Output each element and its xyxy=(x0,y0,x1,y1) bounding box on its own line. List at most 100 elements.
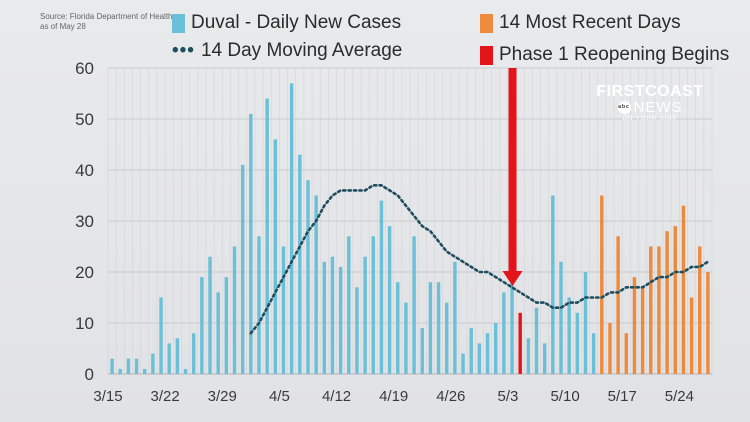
bar-daily-cases xyxy=(567,297,571,374)
bar-daily-cases xyxy=(208,256,212,374)
bar-daily-cases xyxy=(575,312,580,374)
bar-daily-cases xyxy=(436,282,441,374)
bar-daily-cases xyxy=(404,302,408,374)
x-tick-label: 4/12 xyxy=(322,388,351,405)
bar-daily-cases xyxy=(249,113,253,375)
bar-daily-cases xyxy=(518,312,522,374)
grid xyxy=(107,67,713,375)
x-tick-label: 5/17 xyxy=(608,388,637,405)
phase1-swatch xyxy=(480,45,493,65)
x-tick-label: 3/29 xyxy=(208,388,237,405)
y-tick-label: 0 xyxy=(85,365,94,384)
legend-moving-average-label: 14 Day Moving Average xyxy=(200,40,403,61)
bar-daily-cases xyxy=(485,333,490,374)
bar-daily-cases xyxy=(355,287,359,374)
legend-daily-cases-label: Duval - Daily New Cases xyxy=(191,12,402,33)
source-line-1: Source: Florida Department of Health xyxy=(40,12,173,21)
phase1-arrow-head xyxy=(502,271,523,286)
bar-daily-cases xyxy=(183,368,188,374)
x-tick-label: 4/26 xyxy=(436,388,465,405)
y-tick-label: 50 xyxy=(75,110,94,129)
x-tick-label: 3/22 xyxy=(151,388,180,405)
abc-icon: abc xyxy=(617,101,631,114)
bar-daily-cases xyxy=(379,200,384,374)
bar-daily-cases xyxy=(477,343,482,374)
bar-recent-days xyxy=(600,195,604,374)
phase1-marker xyxy=(502,68,523,286)
x-tick-label: 4/5 xyxy=(269,388,290,405)
bar-daily-cases xyxy=(502,292,506,374)
bar-daily-cases xyxy=(461,353,465,374)
bar-daily-cases xyxy=(306,180,310,374)
bar-daily-cases xyxy=(200,277,204,374)
bar-daily-cases xyxy=(420,328,424,374)
bar-recent-days xyxy=(698,246,702,374)
bar-daily-cases xyxy=(298,154,302,374)
source-line-2: as of May 28 xyxy=(40,22,86,31)
x-tick-label: 5/10 xyxy=(550,388,579,405)
bar-daily-cases xyxy=(240,164,245,374)
bar-recent-days xyxy=(616,236,620,374)
bar-daily-cases xyxy=(453,261,457,374)
bar-daily-cases xyxy=(387,226,392,374)
bar-daily-cases xyxy=(175,338,180,374)
bar-daily-cases xyxy=(583,272,588,374)
logo-line-3: ON YOUR SIDE xyxy=(622,116,678,122)
daily-cases-swatch xyxy=(172,13,185,33)
bar-daily-cases xyxy=(151,353,155,374)
bar-daily-cases xyxy=(363,256,367,374)
logo-line-1: FIRSTCOAST xyxy=(596,83,704,100)
bar-daily-cases xyxy=(551,195,555,374)
phase1-arrow-shaft xyxy=(508,68,517,273)
bar-daily-cases xyxy=(445,302,449,374)
bars xyxy=(110,83,710,375)
legend-daily-cases: Duval - Daily New Cases xyxy=(172,12,401,34)
moving-average-line xyxy=(249,184,710,335)
bar-daily-cases xyxy=(232,246,237,374)
bar-daily-cases xyxy=(493,323,498,374)
bar-daily-cases xyxy=(412,236,416,374)
bar-daily-cases xyxy=(510,256,514,374)
source-note: Source: Florida Department of Health as … xyxy=(40,12,173,32)
bar-daily-cases xyxy=(257,236,261,374)
bar-daily-cases xyxy=(110,358,114,374)
bar-daily-cases xyxy=(265,98,269,374)
bar-daily-cases xyxy=(396,282,400,374)
legend-phase1-label: Phase 1 Reopening Begins xyxy=(499,44,730,65)
bar-daily-cases xyxy=(526,338,531,374)
bar-daily-cases xyxy=(542,343,547,374)
bar-daily-cases xyxy=(273,139,278,374)
bar-daily-cases xyxy=(591,333,596,374)
bar-daily-cases xyxy=(216,292,220,374)
bar-daily-cases xyxy=(469,328,473,374)
bar-daily-cases xyxy=(534,307,539,374)
bar-daily-cases xyxy=(191,333,196,374)
bar-recent-days xyxy=(632,277,637,374)
bar-daily-cases xyxy=(322,261,327,374)
y-tick-label: 30 xyxy=(75,212,94,231)
bar-recent-days xyxy=(649,246,653,374)
bar-recent-days xyxy=(673,226,677,374)
legend-moving-average: ••• 14 Day Moving Average xyxy=(172,40,402,62)
y-tick-label: 40 xyxy=(75,161,94,180)
bar-recent-days xyxy=(640,287,645,374)
bar-daily-cases xyxy=(167,343,171,374)
bar-daily-cases xyxy=(330,256,335,374)
bar-daily-cases xyxy=(118,368,122,374)
y-tick-label: 10 xyxy=(75,314,94,333)
legend-recent-days: 14 Most Recent Days xyxy=(480,12,681,34)
legend-recent-days-label: 14 Most Recent Days xyxy=(499,12,681,33)
y-tick-label: 60 xyxy=(75,59,94,78)
bar-recent-days xyxy=(665,231,669,374)
bar-recent-days xyxy=(624,333,629,374)
bar-daily-cases xyxy=(281,246,286,374)
moving-average-series xyxy=(249,184,710,335)
x-axis: 3/15 3/22 3/29 4/5 4/12 4/19 4/26 5/3 5/10 5/17 5/… xyxy=(93,388,694,405)
bar-daily-cases xyxy=(126,358,131,374)
bar-daily-cases xyxy=(134,358,139,374)
bar-daily-cases xyxy=(559,261,563,374)
bar-daily-cases xyxy=(314,195,318,374)
recent-days-swatch xyxy=(480,13,493,33)
bar-daily-cases xyxy=(371,236,375,374)
